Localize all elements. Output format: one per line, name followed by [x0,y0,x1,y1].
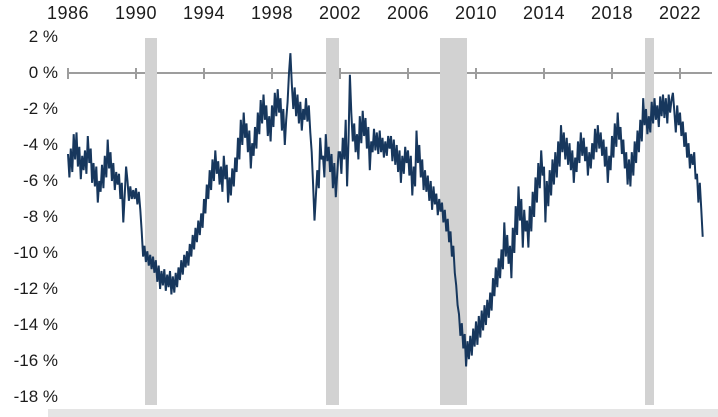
x-axis-label: 2002 [318,3,362,23]
year-tick-mark [475,67,477,79]
y-axis-label: -18 % [13,387,58,406]
year-tick-mark [407,67,409,79]
y-axis-label: -6 % [23,171,58,190]
year-tick-mark [67,67,69,79]
x-axis-label: 1990 [114,3,158,23]
y-axis-label: 0 % [28,63,58,82]
x-axis-label: 2010 [454,3,498,23]
data-line [67,53,704,367]
y-axis-label: -12 % [13,279,58,298]
x-axis-label: 1998 [250,3,294,23]
x-axis-label: 1986 [46,3,90,23]
y-axis-label: -16 % [13,351,58,370]
year-tick-mark [271,67,273,79]
y-axis-label: -4 % [23,135,58,154]
x-axis-label: 2006 [386,3,430,23]
year-tick-mark [339,67,341,79]
x-axis-label: 2014 [522,3,566,23]
zero-axis-line [68,72,712,74]
y-axis-label: -8 % [23,207,58,226]
y-axis-label: -10 % [13,243,58,262]
x-axis-label: 2018 [590,3,634,23]
recession-band [144,38,158,405]
recession-band [325,38,340,405]
year-tick-mark [135,67,137,79]
recession-band [645,38,654,405]
y-axis-label: 2 % [28,27,58,46]
x-axis-label: 2022 [658,3,702,23]
year-tick-mark [679,67,681,79]
x-axis-label: 1994 [182,3,226,23]
y-axis-label: -2 % [23,99,58,118]
bottom-strip [48,409,718,417]
y-axis-label: -14 % [13,315,58,334]
year-tick-mark [203,67,205,79]
year-tick-mark [543,67,545,79]
year-tick-mark [611,67,613,79]
